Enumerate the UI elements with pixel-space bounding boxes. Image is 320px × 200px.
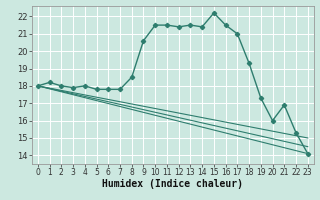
X-axis label: Humidex (Indice chaleur): Humidex (Indice chaleur) (102, 179, 243, 189)
